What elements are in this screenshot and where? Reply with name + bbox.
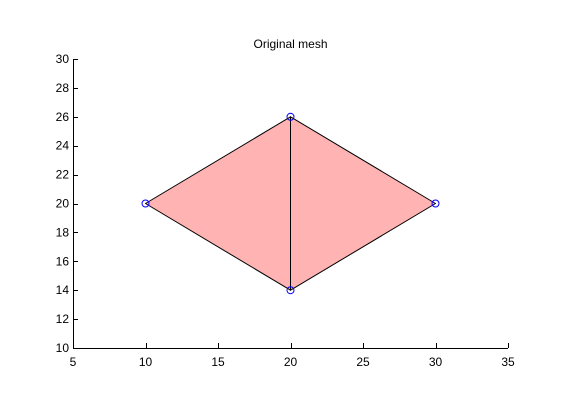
y-tick-label: 12	[56, 312, 70, 326]
y-tick-label: 30	[56, 52, 70, 66]
chart-title: Original mesh	[253, 37, 327, 51]
mesh-nodes	[141, 112, 440, 295]
y-tick-label: 14	[56, 283, 70, 297]
mesh-element-1	[145, 116, 291, 291]
mesh-node-4	[286, 286, 295, 295]
x-tick-label: 35	[501, 355, 515, 369]
x-tick-label: 15	[211, 355, 225, 369]
y-tick-label: 18	[56, 225, 70, 239]
x-tick-label: 25	[356, 355, 370, 369]
mesh-node-3	[431, 199, 440, 208]
x-tick-label: 5	[70, 355, 77, 369]
mesh-node-1	[141, 199, 150, 208]
mesh-element-2	[290, 116, 436, 291]
x-tick-label: 10	[139, 355, 153, 369]
y-tick-label: 10	[56, 341, 70, 355]
x-tick-label: 20	[284, 355, 298, 369]
x-tick-label: 30	[429, 355, 443, 369]
mesh-faces	[145, 116, 436, 291]
y-tick-label: 16	[56, 254, 70, 268]
y-tick-label: 24	[56, 139, 70, 153]
y-tick-label: 26	[56, 110, 70, 124]
y-tick-label: 20	[56, 197, 70, 211]
y-tick-label: 22	[56, 168, 70, 182]
y-tick-label: 28	[56, 81, 70, 95]
mesh-node-2	[286, 112, 295, 121]
